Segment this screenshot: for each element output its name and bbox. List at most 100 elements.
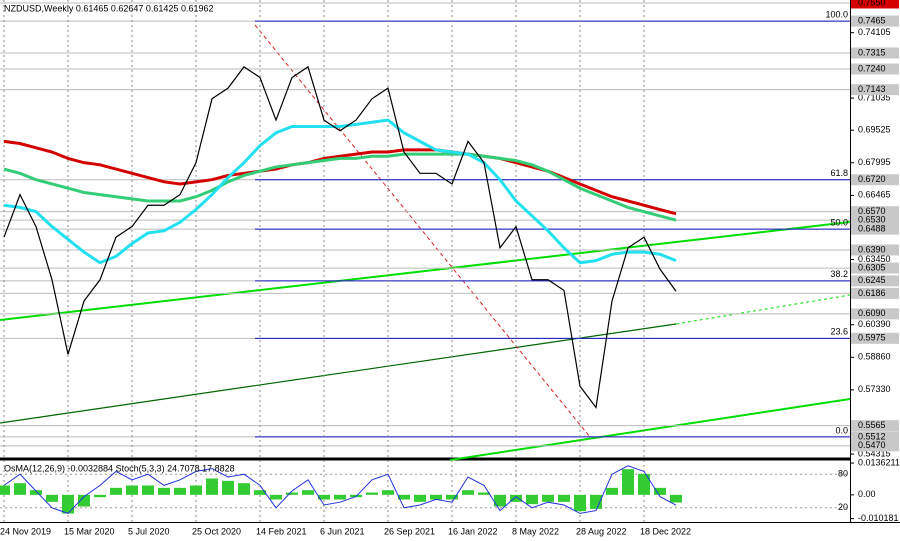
level-box [851, 63, 899, 75]
y-tick-label: 0.67995 [858, 157, 891, 167]
trend-line [0, 221, 851, 321]
osma-bar [494, 494, 506, 507]
level-box [851, 244, 899, 256]
osma-bar [286, 492, 298, 495]
y-tick-label: 0.60390 [858, 319, 891, 329]
x-tick-label: 6 Jun 2021 [320, 526, 365, 536]
osma-bar [46, 494, 58, 502]
fib-label: 23.6 [830, 327, 848, 337]
osma-bar [318, 494, 330, 500]
osma-bar [670, 494, 682, 503]
osma-bar [94, 494, 106, 498]
x-tick-label: 24 Nov 2019 [0, 526, 51, 536]
trend-line [0, 323, 677, 424]
fib-label: 50.0 [830, 217, 848, 227]
fib-label: 38.2 [830, 269, 848, 279]
trend-line [449, 398, 851, 461]
osma-bar [62, 494, 74, 514]
level-box [851, 420, 899, 432]
fib-line [254, 24, 591, 438]
level-label: 0.7550 [858, 0, 886, 7]
osma-bar [126, 485, 138, 495]
y-tick-label: 0.00 [858, 489, 876, 499]
x-tick-label: 15 Mar 2020 [64, 526, 115, 536]
x-tick-label: 5 Jul 2020 [128, 526, 170, 536]
level-label: 0.6530 [858, 215, 886, 225]
y-tick-label: 0.54315 [858, 448, 891, 458]
osma-bar [478, 492, 490, 495]
osma-bar [414, 494, 426, 502]
osma-bar [110, 487, 122, 495]
stoch-tick-label: 80 [838, 469, 848, 479]
osma-bar [334, 494, 346, 500]
y-tick-label: 0.66465 [858, 190, 891, 200]
level-box [851, 47, 899, 59]
level-box [851, 214, 899, 226]
level-label: 0.5512 [858, 431, 886, 441]
y-tick-label: 0.57330 [858, 384, 891, 394]
level-label: 0.6186 [858, 288, 886, 298]
osma-bar [622, 469, 634, 495]
level-box [851, 223, 899, 235]
series-line [3, 139, 677, 216]
header: NZDUSD,Weekly 0.61465 0.62647 0.61425 0.… [4, 3, 213, 13]
level-box [851, 174, 899, 186]
osma-bar [270, 494, 282, 500]
osma-bar [382, 490, 394, 495]
level-box [851, 0, 899, 9]
osma-bar [190, 485, 202, 495]
level-label: 0.7465 [858, 15, 886, 25]
osma-bar [206, 478, 218, 495]
level-label: 0.5470 [858, 440, 886, 450]
level-label: 0.6488 [858, 223, 886, 233]
osma-bar [158, 487, 170, 495]
osma-bar [174, 487, 186, 495]
level-label: 0.6390 [858, 244, 886, 254]
level-label: 0.7143 [858, 84, 886, 94]
osma-bar [654, 487, 666, 495]
y-tick-label: -0.010181 [858, 513, 899, 523]
osma-bar [446, 494, 458, 500]
level-box [851, 308, 899, 320]
fib-label: 100.0 [825, 9, 848, 19]
level-box [851, 275, 899, 287]
level-label: 0.6090 [858, 308, 886, 318]
osma-bar [510, 494, 522, 502]
level-label: 0.5975 [858, 333, 886, 343]
series-line [3, 65, 677, 410]
fib-label: 61.8 [830, 168, 848, 178]
osma-bar [462, 490, 474, 495]
level-box [851, 287, 899, 299]
stoch-line [3, 465, 677, 514]
osma-bar [0, 485, 10, 495]
x-tick-label: 26 Sep 2021 [384, 526, 435, 536]
osma-bar [590, 494, 602, 509]
osma-bar [302, 490, 314, 495]
level-box [851, 440, 899, 452]
x-tick-label: 14 Feb 2021 [256, 526, 307, 536]
osma-bar [574, 494, 586, 512]
osma-bar [558, 494, 570, 502]
fib-label: 0.0 [835, 425, 848, 435]
indicator-title: OsMA(12,26,9) -0.0032884 Stoch(5,3,3) 24… [4, 463, 235, 473]
level-box [851, 15, 899, 27]
y-tick-label: 0.74105 [858, 27, 891, 37]
level-label: 0.5565 [858, 420, 886, 430]
x-tick-label: 25 Oct 2020 [192, 526, 241, 536]
osma-bar [398, 494, 410, 500]
y-tick-label: 0.69525 [858, 125, 891, 135]
level-box [851, 206, 899, 218]
x-tick-label: 18 Dec 2022 [640, 526, 691, 536]
osma-bar [254, 490, 266, 495]
level-label: 0.6305 [858, 262, 886, 272]
osma-bar [142, 485, 154, 495]
level-box [851, 332, 899, 344]
level-label: 0.6245 [858, 275, 886, 285]
osma-bar [238, 483, 250, 495]
stoch-tick-label: 20 [838, 502, 848, 512]
level-box [851, 431, 899, 443]
x-tick-label: 28 Aug 2022 [576, 526, 627, 536]
